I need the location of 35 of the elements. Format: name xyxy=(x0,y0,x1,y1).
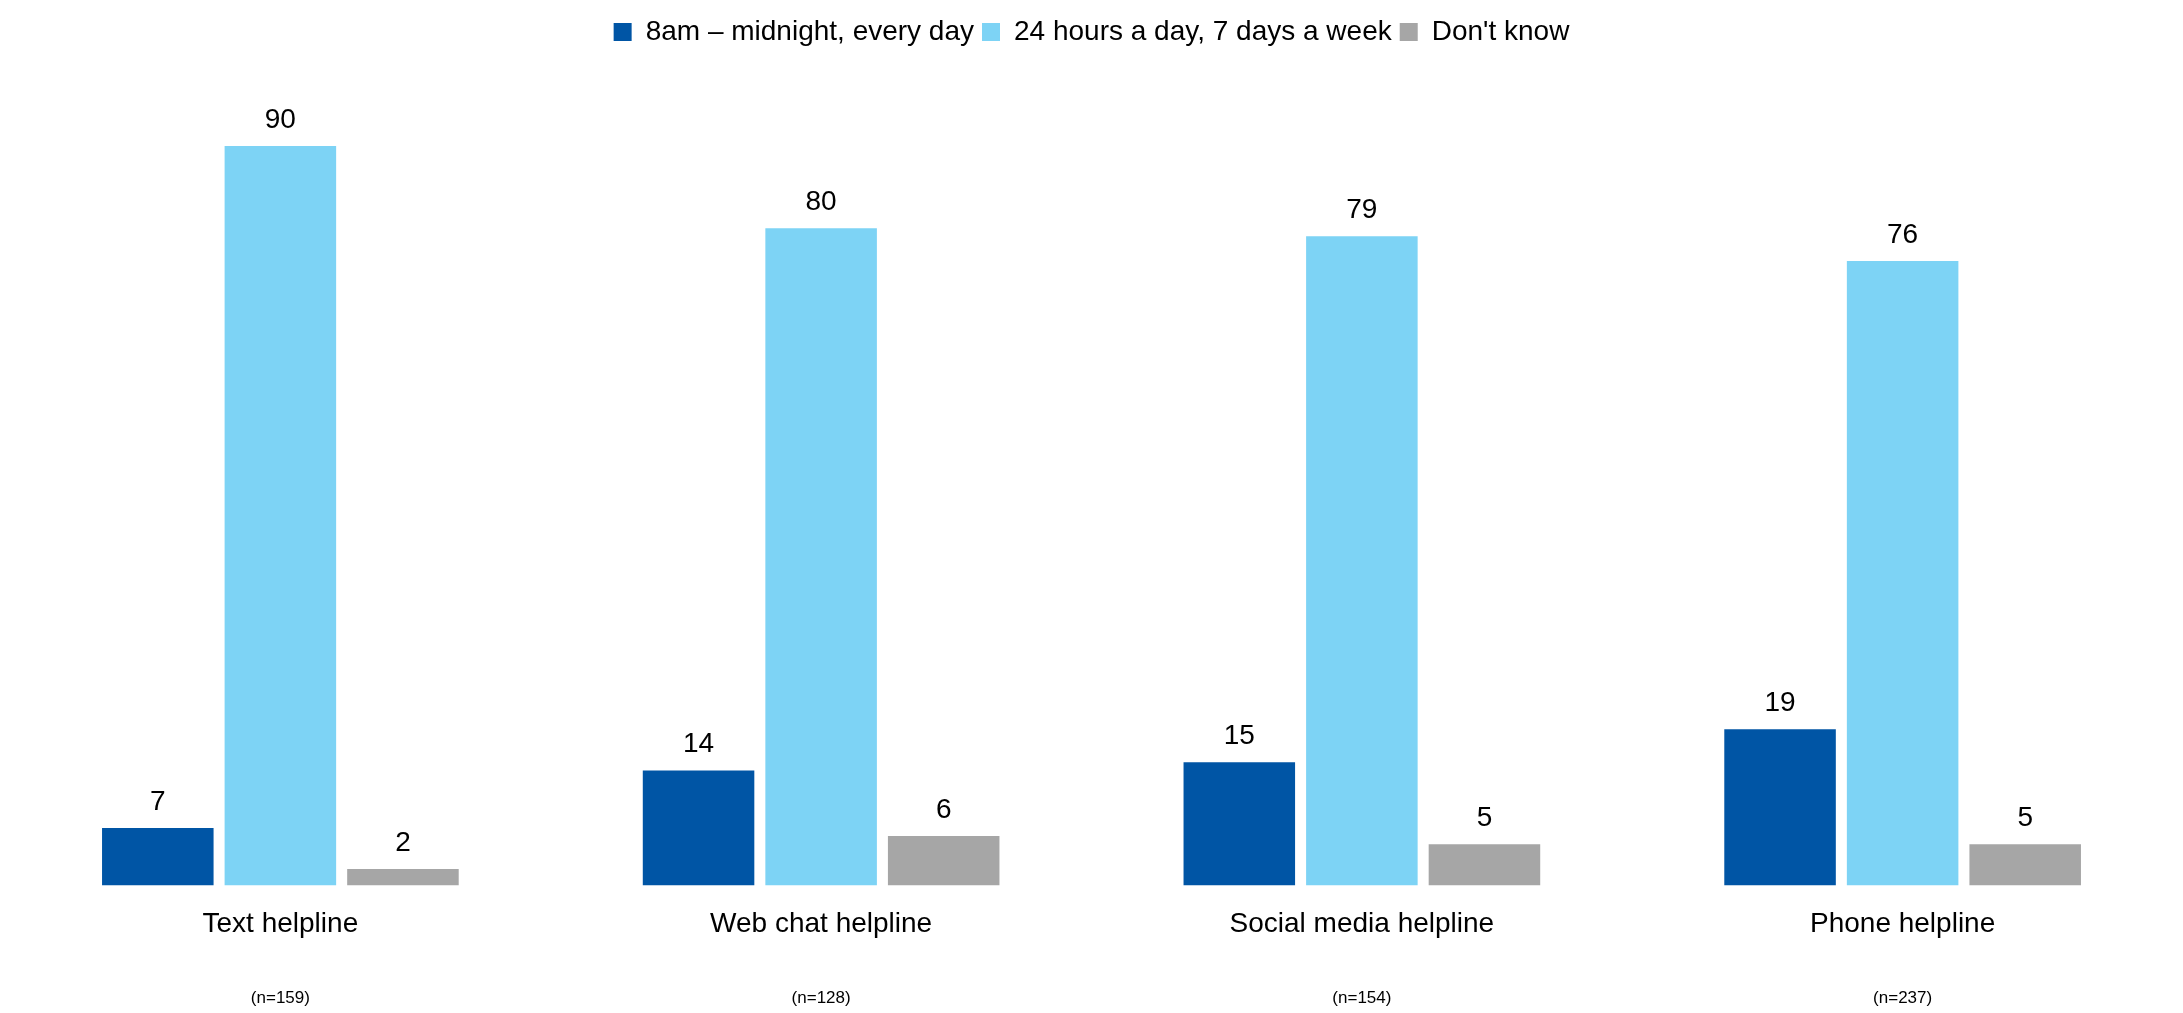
text: (n=237) xyxy=(1873,988,1933,1008)
data-label: 7 xyxy=(150,784,166,816)
text: (n=128) xyxy=(791,988,851,1008)
data-label: 90 xyxy=(264,102,296,134)
legend-label: 8am – midnight, every day xyxy=(645,14,975,46)
bar xyxy=(1846,261,1959,886)
data-label: 79 xyxy=(1346,193,1378,225)
data-label: 5 xyxy=(1476,801,1493,833)
data-label: 2 xyxy=(395,825,411,857)
bar xyxy=(765,228,877,886)
data-label: 80 xyxy=(805,184,837,216)
x-tick-label: Text helpline xyxy=(202,906,359,938)
x-tick-label: Web chat helpline xyxy=(710,906,933,938)
x-tick-label: Phone helpline xyxy=(1809,906,1996,938)
bar xyxy=(887,836,1000,886)
legend-label: Don't know xyxy=(1431,14,1571,46)
bar xyxy=(224,146,337,886)
bar xyxy=(1969,844,2081,886)
data-label: 15 xyxy=(1223,718,1255,750)
text: (n=159) xyxy=(250,988,310,1008)
bar xyxy=(1183,762,1296,886)
data-label: 14 xyxy=(682,727,715,759)
x-tick-label: Social media helpline xyxy=(1229,906,1495,938)
text: (n=154) xyxy=(1332,988,1392,1008)
bar xyxy=(347,868,459,886)
bar xyxy=(1428,844,1541,886)
data-label: 6 xyxy=(935,792,952,824)
data-label: 5 xyxy=(2017,801,2033,833)
bar xyxy=(642,770,755,886)
bar xyxy=(1306,236,1418,886)
bar xyxy=(102,827,214,886)
data-label: 76 xyxy=(1887,217,1919,249)
data-label: 19 xyxy=(1764,686,1796,718)
legend-label: 24 hours a day, 7 days a week xyxy=(1014,14,1393,46)
bar xyxy=(1724,729,1836,886)
